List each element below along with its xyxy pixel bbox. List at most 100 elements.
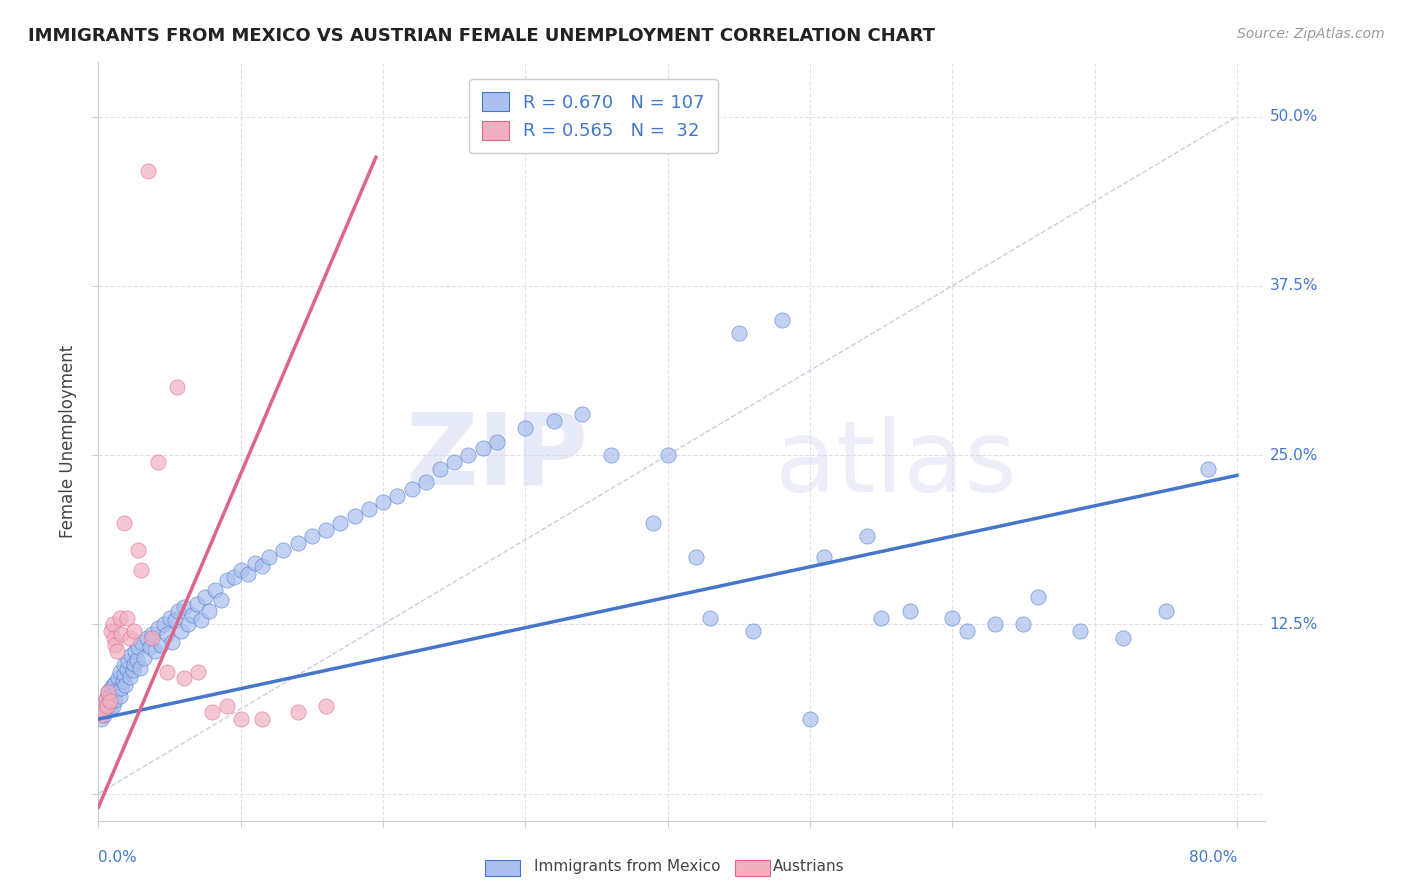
Text: IMMIGRANTS FROM MEXICO VS AUSTRIAN FEMALE UNEMPLOYMENT CORRELATION CHART: IMMIGRANTS FROM MEXICO VS AUSTRIAN FEMAL… bbox=[28, 27, 935, 45]
Point bbox=[166, 380, 188, 394]
Point bbox=[657, 448, 679, 462]
Point bbox=[104, 693, 127, 707]
Point bbox=[121, 664, 143, 678]
Point bbox=[150, 638, 173, 652]
Point bbox=[215, 573, 238, 587]
Point bbox=[100, 624, 122, 639]
Point bbox=[93, 708, 115, 723]
Point bbox=[94, 691, 117, 706]
Point bbox=[201, 706, 224, 720]
Text: 12.5%: 12.5% bbox=[1270, 617, 1317, 632]
Point bbox=[215, 698, 238, 713]
Point bbox=[357, 502, 380, 516]
Point bbox=[97, 685, 120, 699]
Point bbox=[148, 455, 170, 469]
Point bbox=[742, 624, 765, 639]
Point bbox=[1026, 591, 1049, 605]
Point bbox=[643, 516, 665, 530]
Point bbox=[127, 542, 149, 557]
Point bbox=[112, 657, 135, 672]
Point bbox=[443, 455, 465, 469]
Point bbox=[122, 624, 145, 639]
Point bbox=[198, 604, 221, 618]
Point bbox=[371, 495, 394, 509]
Point bbox=[387, 489, 409, 503]
Point bbox=[699, 610, 721, 624]
Text: ZIP: ZIP bbox=[406, 409, 589, 505]
Point bbox=[96, 698, 118, 713]
Text: Austrians: Austrians bbox=[773, 859, 845, 874]
Point bbox=[287, 706, 309, 720]
Point bbox=[104, 675, 127, 690]
Point bbox=[101, 678, 124, 692]
Point bbox=[273, 542, 295, 557]
Point bbox=[141, 627, 163, 641]
Point bbox=[118, 670, 141, 684]
Text: Source: ZipAtlas.com: Source: ZipAtlas.com bbox=[1237, 27, 1385, 41]
Point bbox=[243, 557, 266, 571]
Point bbox=[96, 698, 118, 713]
Point bbox=[91, 706, 114, 720]
Point bbox=[98, 689, 121, 703]
Point bbox=[105, 682, 128, 697]
Point bbox=[94, 703, 117, 717]
Point bbox=[1069, 624, 1091, 639]
Point bbox=[429, 461, 451, 475]
Point bbox=[162, 635, 184, 649]
Point bbox=[128, 660, 150, 674]
Point bbox=[543, 414, 565, 428]
Point bbox=[132, 651, 155, 665]
Point bbox=[856, 529, 879, 543]
Point bbox=[90, 712, 112, 726]
Point bbox=[91, 703, 114, 717]
Point bbox=[1012, 617, 1035, 632]
Text: 37.5%: 37.5% bbox=[1270, 278, 1319, 293]
Text: 25.0%: 25.0% bbox=[1270, 448, 1317, 463]
Point bbox=[485, 434, 508, 449]
Point bbox=[110, 681, 132, 695]
Point bbox=[415, 475, 437, 490]
Y-axis label: Female Unemployment: Female Unemployment bbox=[59, 345, 77, 538]
Point bbox=[141, 631, 163, 645]
Point bbox=[301, 529, 323, 543]
Point bbox=[97, 685, 120, 699]
Point bbox=[401, 482, 423, 496]
Point bbox=[112, 667, 135, 681]
Point bbox=[941, 610, 963, 624]
Point bbox=[257, 549, 280, 564]
Point bbox=[186, 597, 208, 611]
Point bbox=[117, 654, 139, 668]
Point bbox=[173, 672, 195, 686]
Point bbox=[194, 591, 217, 605]
Point bbox=[209, 593, 232, 607]
Point bbox=[167, 604, 190, 618]
Point bbox=[122, 657, 145, 671]
Point bbox=[159, 610, 181, 624]
Point bbox=[108, 665, 131, 679]
Point bbox=[129, 635, 152, 649]
Point bbox=[104, 638, 127, 652]
Text: 0.0%: 0.0% bbox=[98, 850, 138, 865]
Point bbox=[125, 652, 148, 666]
Point bbox=[571, 408, 593, 422]
Point bbox=[173, 599, 195, 614]
Point bbox=[110, 627, 132, 641]
Point bbox=[898, 604, 921, 618]
Point bbox=[103, 686, 125, 700]
Point bbox=[156, 627, 179, 641]
Point bbox=[457, 448, 479, 462]
Point bbox=[124, 644, 146, 658]
Point bbox=[343, 508, 366, 523]
Point bbox=[813, 549, 835, 564]
Point bbox=[98, 701, 121, 715]
Point bbox=[135, 631, 157, 645]
Point bbox=[190, 613, 212, 627]
Point bbox=[329, 516, 352, 530]
Text: 80.0%: 80.0% bbox=[1188, 850, 1237, 865]
Point bbox=[727, 326, 749, 341]
Point bbox=[138, 640, 160, 655]
Point bbox=[153, 617, 176, 632]
Point bbox=[129, 563, 152, 577]
Point bbox=[100, 681, 122, 695]
Point bbox=[98, 694, 121, 708]
